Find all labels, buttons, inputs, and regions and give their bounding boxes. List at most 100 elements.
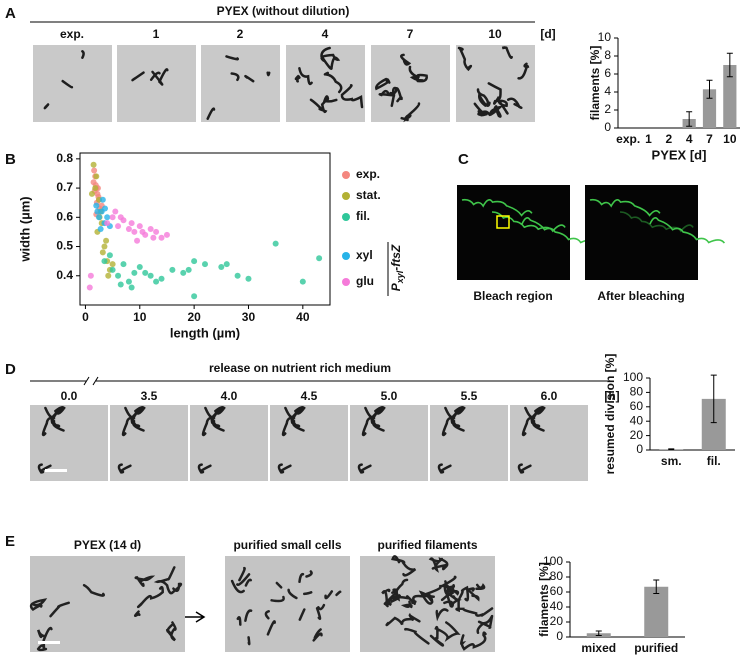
construct-rest: -ftsZ — [389, 244, 403, 271]
point — [86, 284, 93, 291]
cell — [121, 416, 145, 437]
point — [153, 228, 160, 235]
micrograph — [225, 556, 350, 652]
point — [136, 264, 143, 270]
cell — [411, 594, 435, 605]
cell — [49, 601, 70, 618]
filament — [589, 198, 661, 217]
cell — [266, 620, 276, 636]
cell — [277, 463, 292, 474]
point — [101, 243, 108, 250]
point — [93, 173, 100, 180]
panel-letter: D — [5, 361, 16, 378]
cell — [465, 587, 480, 602]
unit-label: [h] — [604, 389, 619, 403]
legend-marker — [342, 213, 350, 221]
filament — [521, 217, 598, 244]
image-label: purified filaments — [377, 538, 477, 552]
cell — [236, 573, 251, 587]
legend-label: exp. — [356, 167, 380, 181]
image-label: 4 — [322, 27, 329, 41]
filament — [649, 217, 726, 244]
cell — [361, 416, 385, 437]
y-tick-label: 100 — [543, 554, 563, 568]
point — [158, 275, 165, 282]
cell — [244, 578, 253, 587]
point — [94, 208, 101, 215]
y-tick-label: 80 — [550, 569, 564, 583]
cell — [385, 612, 421, 627]
micrograph — [33, 45, 112, 122]
point — [180, 269, 187, 276]
cell — [473, 102, 492, 117]
legend-label: stat. — [356, 188, 381, 202]
bar — [723, 65, 737, 128]
point — [106, 252, 113, 259]
point — [117, 281, 124, 288]
micrograph — [371, 45, 450, 122]
panel-letter: B — [5, 151, 16, 168]
cell — [158, 68, 169, 84]
cell — [400, 600, 413, 609]
image-label: 3.5 — [141, 389, 158, 403]
image-label: 4.5 — [301, 389, 318, 403]
point — [99, 196, 106, 203]
bar — [644, 586, 669, 637]
x-axis-label: PYEX [d] — [652, 147, 707, 162]
y-tick-label: 80 — [630, 385, 644, 399]
cell — [43, 103, 50, 110]
cell — [305, 570, 313, 578]
x-tick-label: 10 — [723, 132, 737, 146]
cell — [441, 575, 457, 589]
cell — [303, 591, 313, 596]
unit-label: [d] — [540, 27, 555, 41]
point — [101, 258, 108, 265]
x-tick-label: 10 — [133, 310, 147, 324]
micrograph — [457, 185, 570, 280]
point — [90, 161, 97, 168]
cell — [475, 583, 486, 591]
image-label: exp. — [60, 27, 84, 41]
image-label: 2 — [237, 27, 244, 41]
legend-label: fil. — [356, 209, 370, 223]
panel-letter: C — [458, 151, 469, 168]
panel-title: PYEX (without dilution) — [217, 4, 350, 18]
legend-label: xyl — [356, 248, 373, 262]
y-tick-label: 60 — [630, 399, 644, 413]
cell — [287, 588, 298, 600]
point — [202, 261, 208, 268]
cell — [443, 593, 455, 608]
point — [147, 272, 154, 279]
y-tick-label: 2 — [604, 102, 611, 116]
axis-break — [83, 376, 90, 386]
panel-title: release on nutrient rich medium — [209, 361, 391, 375]
cell — [335, 590, 342, 597]
cell — [429, 621, 461, 647]
point — [234, 272, 241, 279]
micrograph — [360, 556, 495, 652]
cell — [517, 62, 530, 80]
x-tick-label: fil. — [707, 454, 721, 468]
x-tick-label: purified — [634, 641, 678, 655]
point — [150, 234, 157, 241]
point — [128, 284, 135, 291]
point — [96, 214, 103, 221]
cell — [37, 629, 47, 639]
cell — [230, 579, 245, 594]
point — [125, 278, 132, 285]
panel-letter: A — [5, 5, 16, 22]
image-label: After bleaching — [597, 289, 684, 303]
point — [104, 214, 111, 221]
image-label: PYEX (14 d) — [74, 538, 141, 552]
point — [131, 228, 138, 235]
cell — [81, 50, 85, 59]
construct-label: Pxyl-ftsZ — [389, 244, 405, 291]
cell — [428, 557, 449, 573]
micrograph — [30, 556, 185, 652]
point — [147, 226, 154, 232]
x-tick-label: 4 — [686, 132, 693, 146]
scale-bar — [38, 641, 60, 644]
cell — [381, 578, 409, 605]
point — [223, 261, 230, 268]
point — [131, 269, 138, 276]
